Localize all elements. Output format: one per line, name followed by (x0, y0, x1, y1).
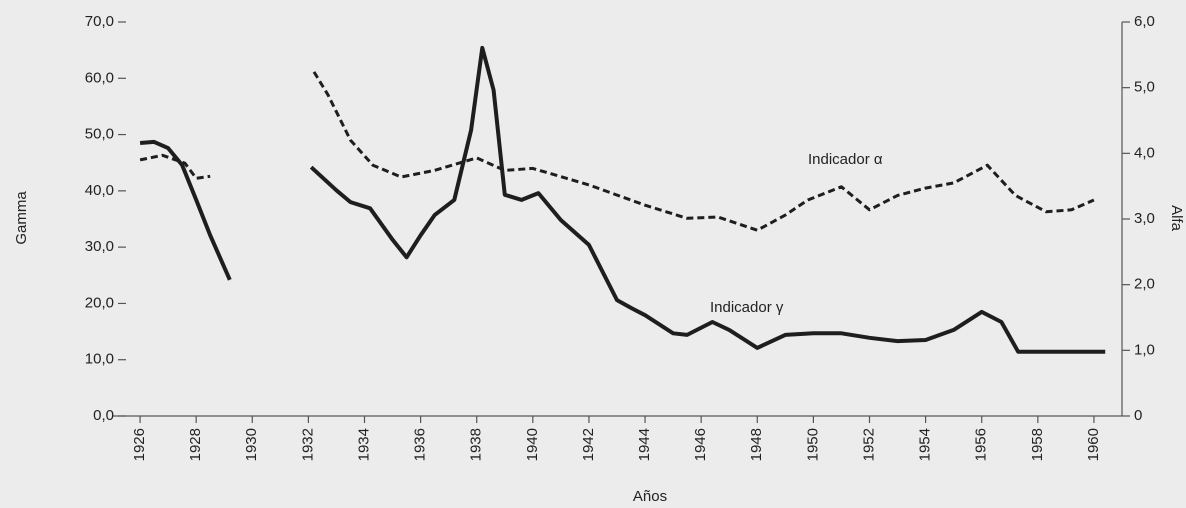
x-tick-label: 1956 (973, 428, 990, 461)
x-tick-label: 1944 (636, 428, 653, 461)
y-tick-label: 20,0 (85, 294, 114, 311)
y-tick-label: 40,0 (85, 182, 114, 199)
series-label: Indicador α (808, 151, 883, 168)
y2-axis-title: Alfa (1168, 205, 1185, 232)
x-tick-label: 1948 (748, 428, 765, 461)
x-tick-label: 1938 (468, 428, 485, 461)
y-tick-label: 0,0 (93, 407, 114, 424)
y2-tick-label: 6,0 (1134, 13, 1155, 30)
x-tick-label: 1940 (524, 428, 541, 461)
x-tick-label: 1926 (131, 428, 148, 461)
x-tick-label: 1934 (355, 428, 372, 461)
y2-tick-label: 5,0 (1134, 79, 1155, 96)
x-tick-label: 1952 (860, 428, 877, 461)
y2-tick-label: 0 (1134, 407, 1142, 424)
y2-tick-label: 3,0 (1134, 210, 1155, 227)
x-axis-title: Años (633, 488, 667, 505)
x-tick-label: 1950 (804, 428, 821, 461)
x-tick-label: 1930 (243, 428, 260, 461)
x-tick-label: 1942 (580, 428, 597, 461)
x-tick-label: 1958 (1029, 428, 1046, 461)
y-tick-label: 30,0 (85, 238, 114, 255)
x-tick-label: 1954 (917, 428, 934, 461)
data-line (139, 71, 1095, 232)
y-tick-label: 10,0 (85, 351, 114, 368)
y2-tick-label: 4,0 (1134, 144, 1155, 161)
series-label: Indicador γ (710, 299, 784, 316)
y-axis-title: Gamma (13, 191, 30, 245)
data-line (139, 45, 1106, 354)
y-tick-label: 60,0 (85, 69, 114, 86)
x-tick-label: 1928 (187, 428, 204, 461)
x-tick-label: 1936 (412, 428, 429, 461)
x-tick-label: 1946 (692, 428, 709, 461)
y-tick-label: 70,0 (85, 13, 114, 30)
y-tick-label: 50,0 (85, 126, 114, 143)
y2-tick-label: 1,0 (1134, 341, 1155, 358)
x-tick-label: 1932 (299, 428, 316, 461)
x-tick-label: 1960 (1085, 428, 1102, 461)
y2-tick-label: 2,0 (1134, 276, 1155, 293)
